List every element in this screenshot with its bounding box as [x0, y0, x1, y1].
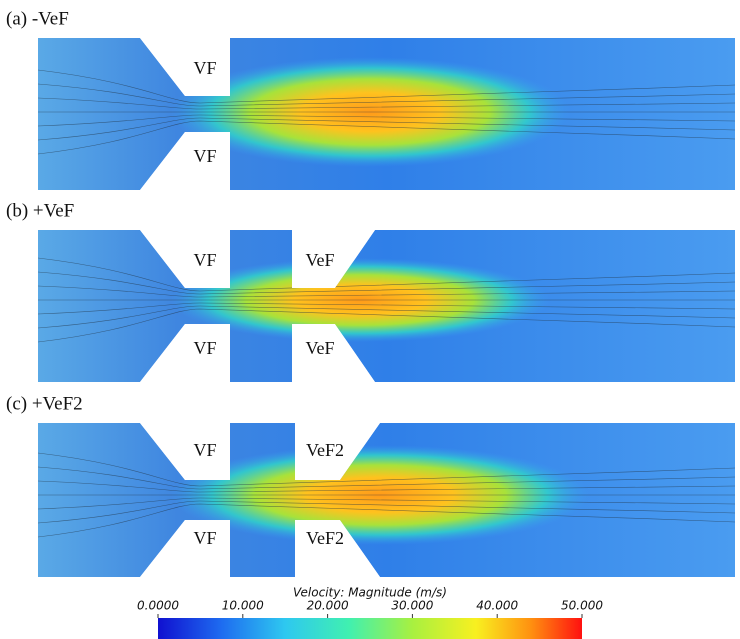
panel-label: (a) -VeF: [6, 8, 69, 29]
streamline: [38, 497, 735, 510]
colorbar-title: Velocity: Magnitude (m/s): [293, 586, 447, 600]
region-label: VF: [193, 338, 216, 358]
region-label: VeF: [305, 338, 334, 358]
region-label: VF: [193, 58, 216, 78]
colorbar-tick-label: 0.0000: [137, 599, 179, 613]
flow-panel: [38, 38, 735, 190]
region-label: VF: [193, 440, 216, 460]
region-label: VeF2: [306, 440, 344, 460]
colorbar: [158, 618, 582, 639]
region-label: VF: [193, 146, 216, 166]
panel-label: (c) +VeF2: [6, 393, 83, 414]
streamline: [38, 271, 735, 295]
streamline: [38, 117, 735, 141]
streamline: [38, 114, 735, 127]
colorbar-tick-label: 10.000: [222, 599, 264, 613]
streamline: [38, 83, 735, 107]
streamline: [38, 466, 735, 490]
colorbar-tick-label: 40.000: [476, 599, 518, 613]
streamline: [38, 305, 735, 329]
colorbar-tick-label: 20.000: [307, 599, 349, 613]
streamline: [38, 97, 735, 110]
region-label: VF: [193, 528, 216, 548]
colorbar-tick-label: 30.000: [391, 599, 433, 613]
flow-panel: [38, 230, 735, 382]
panels: (a) -VeF VF VF (b) +VeF VF VF VeF VeF (c) +VeF2 V…: [6, 8, 735, 577]
colorbar-tick-label: 50.000: [561, 599, 603, 613]
streamline: [38, 302, 735, 315]
region-label: VeF2: [306, 528, 344, 548]
region-label: VeF: [305, 250, 334, 270]
flow-panel: [38, 423, 735, 577]
streamline: [38, 480, 735, 493]
streamline: [38, 500, 735, 524]
panel-label: (b) +VeF: [6, 200, 74, 221]
streamline: [38, 285, 735, 298]
region-label: VF: [193, 250, 216, 270]
